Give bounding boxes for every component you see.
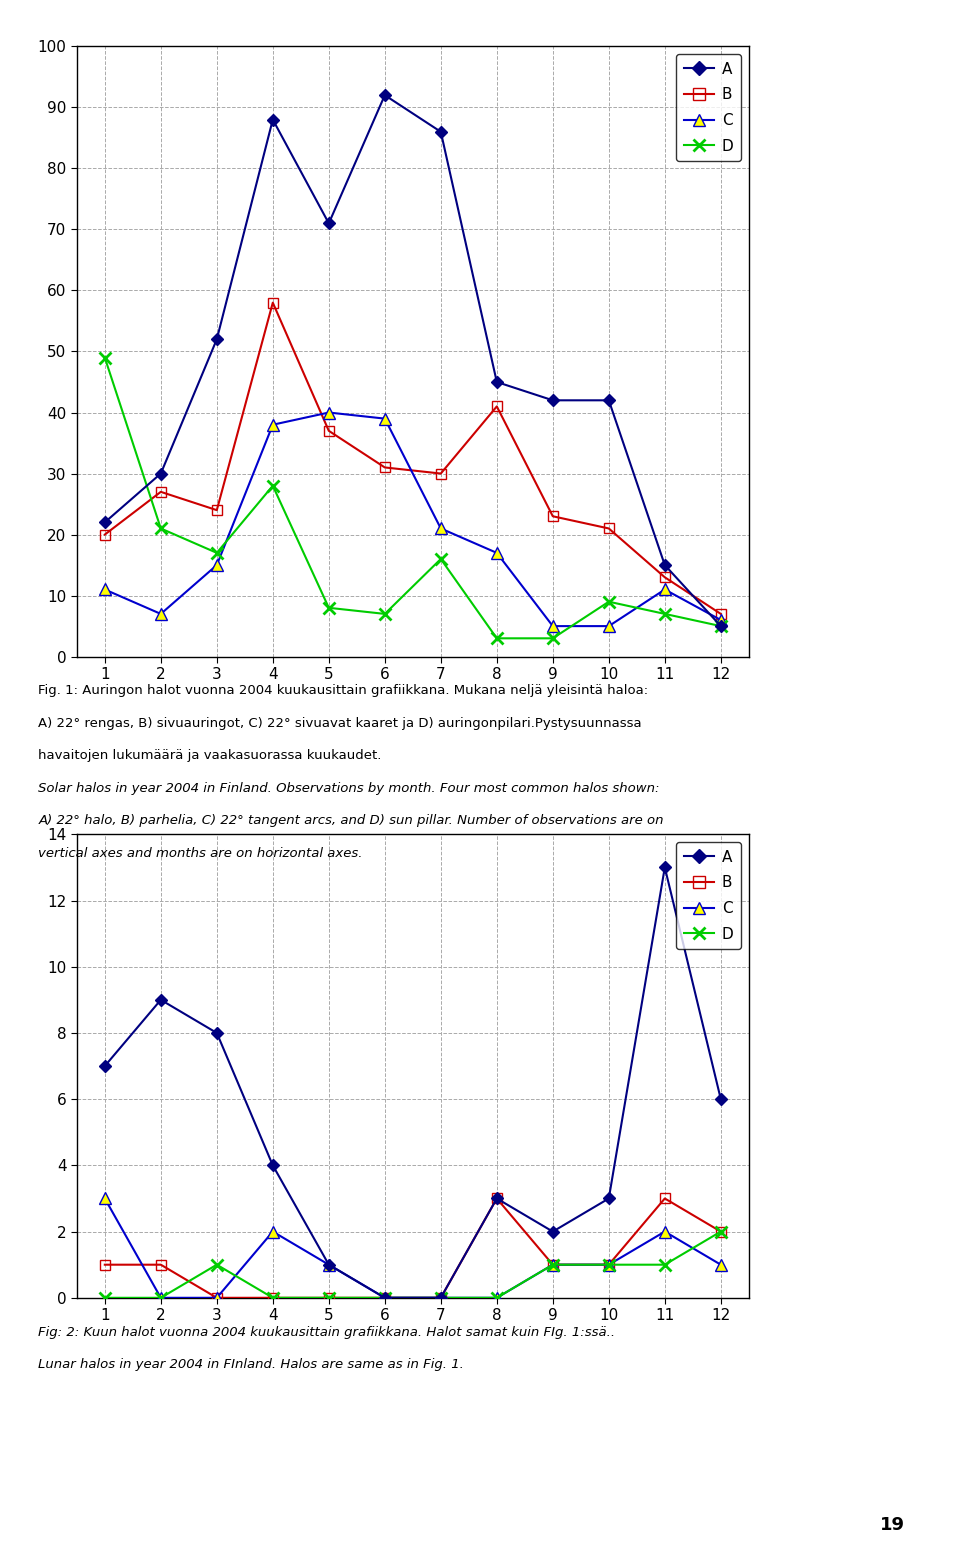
Text: Lunar halos in year 2004 in FInland. Halos are same as in Fig. 1.: Lunar halos in year 2004 in FInland. Hal… [38,1358,465,1370]
Text: Solar halos in year 2004 in Finland. Observations by month. Four most common hal: Solar halos in year 2004 in Finland. Obs… [38,782,660,794]
Text: A) 22° rengas, B) sivuauringot, C) 22° sivuavat kaaret ja D) auringonpilari.Pyst: A) 22° rengas, B) sivuauringot, C) 22° s… [38,717,642,729]
Text: A) 22° halo, B) parhelia, C) 22° tangent arcs, and D) sun pillar. Number of obse: A) 22° halo, B) parhelia, C) 22° tangent… [38,814,664,827]
Text: vertical axes and months are on horizontal axes.: vertical axes and months are on horizont… [38,847,363,859]
Text: havaitojen lukumäärä ja vaakasuorassa kuukaudet.: havaitojen lukumäärä ja vaakasuorassa ku… [38,749,382,762]
Text: Fig. 1: Auringon halot vuonna 2004 kuukausittain grafiikkana. Mukana neljä yleis: Fig. 1: Auringon halot vuonna 2004 kuuka… [38,684,649,697]
Text: Fig: 2: Kuun halot vuonna 2004 kuukausittain grafiikkana. Halot samat kuin FIg. : Fig: 2: Kuun halot vuonna 2004 kuukausit… [38,1326,615,1338]
Legend: A, B, C, D: A, B, C, D [676,842,741,949]
Legend: A, B, C, D: A, B, C, D [676,54,741,161]
Text: 19: 19 [880,1516,905,1534]
